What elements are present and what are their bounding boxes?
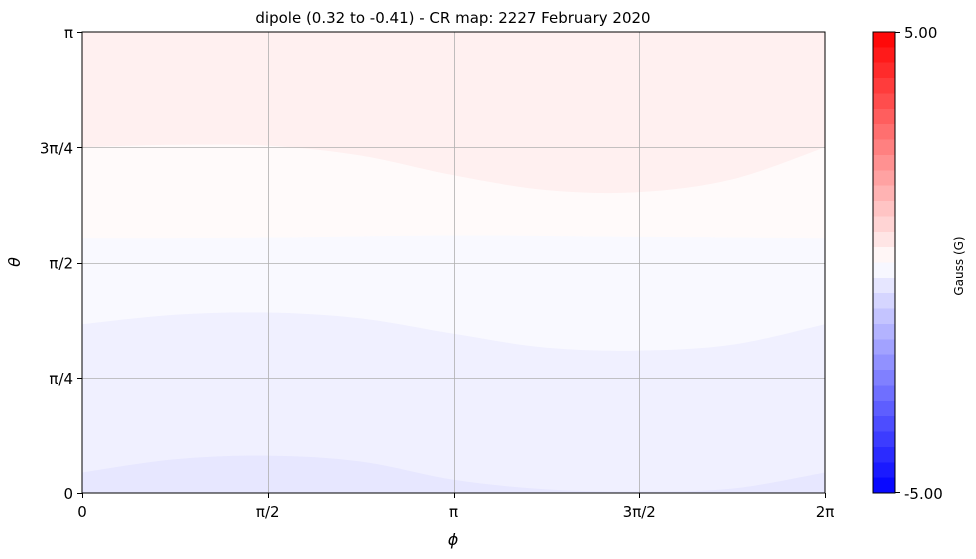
x-tick-label: π bbox=[449, 503, 458, 521]
y-axis-ticks: 0 π/4 π/2 3π/4 π bbox=[40, 24, 82, 503]
x-tick-label: 2π bbox=[816, 503, 835, 521]
y-tick-label: π/4 bbox=[49, 370, 73, 388]
x-axis-label: ϕ bbox=[448, 530, 459, 549]
y-tick-label: π bbox=[64, 24, 73, 42]
y-axis-label: θ bbox=[5, 257, 24, 267]
y-tick-label: 3π/4 bbox=[40, 139, 73, 157]
chart-title: dipole (0.32 to -0.41) - CR map: 2227 Fe… bbox=[255, 9, 650, 27]
colorbar-max-label: 5.00 bbox=[904, 24, 937, 42]
x-tick-label: 3π/2 bbox=[623, 503, 656, 521]
x-tick-label: 0 bbox=[77, 503, 87, 521]
x-tick-label: π/2 bbox=[256, 503, 280, 521]
colorbar-label: Gauss (G) bbox=[952, 236, 966, 295]
colorbar: 5.00 -5.00 Gauss (G) bbox=[872, 24, 966, 503]
plot-frame bbox=[81, 31, 826, 494]
x-axis-ticks: 0 π/2 π 3π/2 2π bbox=[77, 493, 834, 521]
grid bbox=[82, 32, 825, 493]
y-tick-label: π/2 bbox=[49, 255, 73, 273]
contour-bands bbox=[82, 32, 825, 493]
y-tick-label: 0 bbox=[63, 485, 73, 503]
colorbar-min-label: -5.00 bbox=[904, 485, 943, 503]
colorbar-gradient bbox=[872, 31, 896, 494]
